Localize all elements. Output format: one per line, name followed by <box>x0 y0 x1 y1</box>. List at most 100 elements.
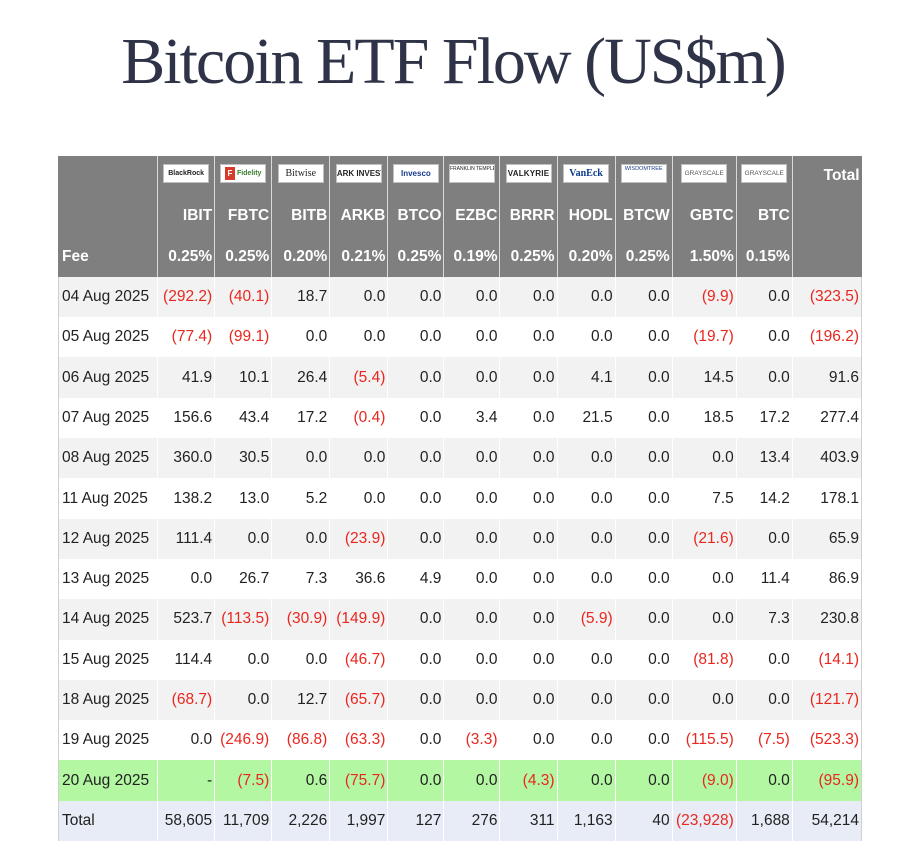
date-cell: 18 Aug 2025 <box>57 679 158 721</box>
flow-value-cell: 0.6 <box>271 760 330 801</box>
flow-value-cell: 0.0 <box>499 397 558 439</box>
header-blank <box>57 156 158 197</box>
issuer-logo-cell: ARK INVEST <box>329 156 388 197</box>
flow-value-cell: 0.0 <box>387 317 444 358</box>
flow-value-cell: (40.1) <box>214 276 272 318</box>
flow-value-cell: 0.0 <box>271 317 330 358</box>
flow-value-cell: (21.6) <box>671 518 737 559</box>
flow-value-cell: 17.2 <box>271 397 330 439</box>
issuer-logo-cell: WISDOMTREE <box>614 156 673 197</box>
flow-value-cell: 0.0 <box>387 639 444 680</box>
ticker-header: HODL <box>556 196 616 237</box>
table-row: 05 Aug 2025 (77.4) (99.1) 0.0 0.0 0.0 0.0 0.0 0.… <box>57 317 863 358</box>
date-cell: 11 Aug 2025 <box>57 478 158 519</box>
flow-value-cell: 311 <box>499 800 558 842</box>
flow-value-cell: 0.0 <box>329 438 388 479</box>
flow-value-cell: 0.0 <box>157 558 215 600</box>
flow-value-cell: 40 <box>614 800 673 842</box>
table-row: 04 Aug 2025 (292.2) (40.1) 18.7 0.0 0.0 0.0 0.0… <box>57 276 863 318</box>
flow-value-cell: (77.4) <box>157 317 215 358</box>
flow-value-cell: 0.0 <box>499 438 558 479</box>
table-row: 13 Aug 2025 0.0 26.7 7.3 36.6 4.9 0.0 0.0 0.0 0.0… <box>57 558 863 600</box>
flow-value-cell: 10.1 <box>214 357 272 398</box>
flow-value-cell: 0.0 <box>614 679 673 721</box>
flow-value-cell: 0.0 <box>499 720 558 761</box>
flow-value-cell: 0.0 <box>735 518 793 559</box>
ark-logo: ARK INVEST <box>335 164 382 184</box>
flow-value-cell: 0.0 <box>443 317 500 358</box>
table-row: 08 Aug 2025 360.0 30.5 0.0 0.0 0.0 0.0 0.0 0.0 0.… <box>57 438 863 479</box>
date-cell: 13 Aug 2025 <box>57 558 158 600</box>
flow-value-cell: 0.0 <box>443 760 500 801</box>
fidelity-mark-icon: F <box>224 166 235 180</box>
fee-value: 0.19% <box>443 236 500 277</box>
row-total-cell: 65.9 <box>791 518 863 559</box>
flow-value-cell: (9.9) <box>671 276 737 318</box>
flow-value-cell: 0.0 <box>443 478 500 519</box>
flow-value-cell: 0.0 <box>556 317 616 358</box>
page-title: Bitcoin ETF Flow (US$m) <box>121 25 787 98</box>
row-total-cell: (95.9) <box>791 760 863 801</box>
flow-value-cell: 0.0 <box>271 438 330 479</box>
flow-value-cell: 14.5 <box>671 357 737 398</box>
fee-value: 0.25% <box>614 236 673 277</box>
flow-value-cell: 11,709 <box>214 800 272 842</box>
flow-value-cell: 0.0 <box>735 639 793 680</box>
flow-value-cell: 0.0 <box>443 438 500 479</box>
flow-value-cell: 26.4 <box>271 357 330 398</box>
logo-text: FRANKLIN TEMPLETON <box>449 166 494 173</box>
flow-value-cell: 360.0 <box>157 438 215 479</box>
ticker-header: IBIT <box>157 196 215 237</box>
date-cell: 15 Aug 2025 <box>57 639 158 680</box>
fee-value: 0.20% <box>556 236 616 277</box>
flow-value-cell: 0.0 <box>556 478 616 519</box>
flow-value-cell: 0.0 <box>329 478 388 519</box>
row-total-cell: 54,214 <box>791 800 863 842</box>
flow-value-cell: 0.0 <box>387 599 444 640</box>
flow-value-cell: 18.7 <box>271 276 330 318</box>
flow-value-cell: 0.0 <box>387 276 444 318</box>
ticker-header: BTC <box>735 196 793 237</box>
date-cell: 06 Aug 2025 <box>57 357 158 398</box>
grayscale1-logo: GRAYSCALE <box>681 164 728 184</box>
fee-value: 0.25% <box>157 236 215 277</box>
grayscale2-logo: GRAYSCALE <box>741 164 788 184</box>
flow-value-cell: 0.0 <box>614 639 673 680</box>
flow-value-cell: 0.0 <box>271 518 330 559</box>
flow-value-cell: 0.0 <box>499 478 558 519</box>
flow-value-cell: 0.0 <box>735 317 793 358</box>
date-cell: 07 Aug 2025 <box>57 397 158 439</box>
fee-value: 0.25% <box>499 236 558 277</box>
flow-value-cell: 0.0 <box>443 558 500 600</box>
flow-value-cell: 0.0 <box>735 357 793 398</box>
flow-value-cell: 0.0 <box>499 599 558 640</box>
flow-value-cell: 2,226 <box>271 800 330 842</box>
flow-value-cell: 0.0 <box>556 518 616 559</box>
issuer-logo-cell: BlackRock <box>157 156 215 197</box>
flow-value-cell: (63.3) <box>329 720 388 761</box>
flow-value-cell: 0.0 <box>556 720 616 761</box>
header-blank <box>791 196 862 237</box>
flow-value-cell: 0.0 <box>556 438 616 479</box>
logo-text: Bitwise <box>285 168 317 180</box>
fee-value: 0.20% <box>271 236 330 277</box>
flow-value-cell: 36.6 <box>329 558 388 600</box>
row-total-cell: 277.4 <box>791 397 863 439</box>
flow-value-cell: 0.0 <box>387 397 444 439</box>
wisdomtree-logo: WISDOMTREE <box>620 164 667 184</box>
flow-value-cell: 26.7 <box>214 558 272 600</box>
flow-value-cell: 0.0 <box>214 518 272 559</box>
flow-value-cell: 13.0 <box>214 478 272 519</box>
row-total-cell: (14.1) <box>791 639 863 680</box>
logo-text: GRAYSCALE <box>684 170 724 178</box>
flow-value-cell: 0.0 <box>499 558 558 600</box>
flow-value-cell: 156.6 <box>157 397 215 439</box>
franklin-logo: FRANKLIN TEMPLETON <box>448 164 495 184</box>
flow-value-cell: 0.0 <box>614 599 673 640</box>
flow-value-cell: (75.7) <box>329 760 388 801</box>
flow-value-cell: 0.0 <box>443 357 500 398</box>
vaneck-logo: VanEck <box>563 164 610 184</box>
flow-value-cell: (113.5) <box>214 599 272 640</box>
fidelity-logo: F Fidelity <box>220 164 267 184</box>
flow-value-cell: 0.0 <box>671 679 737 721</box>
